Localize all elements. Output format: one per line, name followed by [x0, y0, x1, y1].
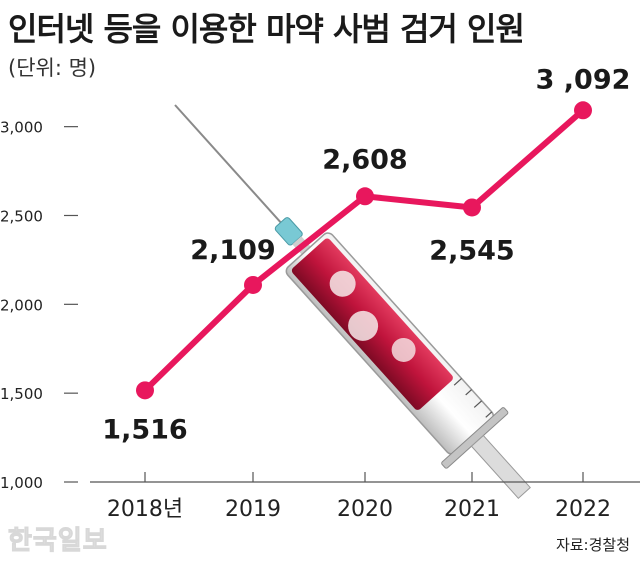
y-tick-label: 2,000 [0, 296, 43, 314]
x-tick-label: 2020 [337, 497, 393, 522]
data-point [356, 187, 374, 206]
series-line [136, 101, 592, 400]
data-labels: 1,516 2,109 2,608 2,545 3 ,092 [102, 64, 630, 445]
data-point [463, 198, 481, 217]
x-tick-label: 2022 [555, 497, 611, 522]
y-tick-label: 2,500 [0, 207, 43, 225]
y-tick-label: 1,500 [0, 385, 43, 403]
unit-label: (단위: 명) [8, 56, 97, 80]
skull-icon [391, 337, 416, 362]
y-tick-label: 3,000 [0, 119, 43, 137]
x-tick-label: 2018년 [107, 497, 183, 522]
syringe-plunger [470, 434, 531, 499]
data-label: 3 ,092 [536, 64, 631, 95]
x-tick-label: 2019 [225, 497, 281, 522]
chart-title: 인터넷 등을 이용한 마약 사범 검거 인원 [8, 10, 525, 48]
data-point [244, 275, 262, 294]
skull-icon [329, 270, 356, 297]
data-label: 1,516 [102, 414, 187, 445]
x-tick-label: 2021 [444, 497, 500, 522]
y-axis: 1,000 1,500 2,000 2,500 3,000 [0, 119, 78, 492]
data-label: 2,109 [190, 235, 275, 266]
needle [174, 104, 283, 225]
x-axis: 2018년 2019 2020 2021 2022 [90, 472, 640, 522]
skull-icon [348, 310, 379, 341]
data-point [574, 101, 592, 120]
data-point [136, 381, 154, 400]
syringe-illustration [174, 104, 531, 499]
publisher-logo: 한국일보 [8, 526, 108, 557]
data-label: 2,608 [322, 144, 407, 175]
data-label: 2,545 [429, 235, 514, 266]
y-tick-label: 1,000 [0, 474, 43, 492]
source-note: 자료:경찰청 [555, 536, 630, 554]
